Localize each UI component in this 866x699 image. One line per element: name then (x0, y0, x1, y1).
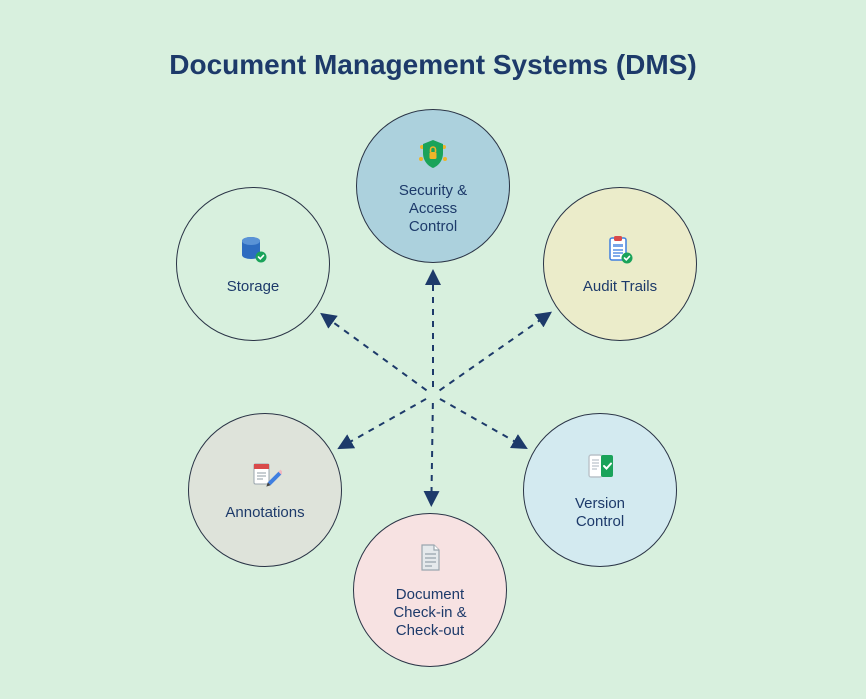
document-icon (413, 541, 447, 580)
node-checkin: Document Check-in & Check-out (353, 513, 507, 667)
node-label-checkin: Document Check-in & Check-out (393, 586, 466, 640)
arrow-to-storage (323, 315, 426, 390)
diagram-canvas: Document Management Systems (DMS) Securi… (0, 0, 866, 699)
arrow-to-audit (440, 314, 549, 390)
node-audit: Audit Trails (543, 187, 697, 341)
node-storage: Storage (176, 187, 330, 341)
node-label-audit: Audit Trails (583, 278, 657, 296)
node-label-security: Security & Access Control (399, 182, 467, 236)
node-label-annotations: Annotations (225, 504, 304, 522)
arrow-to-annotations (341, 399, 426, 447)
arrow-to-version (440, 399, 524, 447)
page-title: Document Management Systems (DMS) (0, 49, 866, 81)
database-icon (236, 233, 270, 272)
note-pencil-icon (248, 459, 282, 498)
node-annotations: Annotations (188, 413, 342, 567)
arrow-to-checkin (431, 403, 433, 503)
node-label-storage: Storage (227, 278, 280, 296)
shield-lock-icon (416, 137, 450, 176)
node-security: Security & Access Control (356, 109, 510, 263)
node-version: Version Control (523, 413, 677, 567)
clipboard-audit-icon (603, 233, 637, 272)
node-label-version: Version Control (575, 495, 625, 531)
doc-version-icon (583, 450, 617, 489)
